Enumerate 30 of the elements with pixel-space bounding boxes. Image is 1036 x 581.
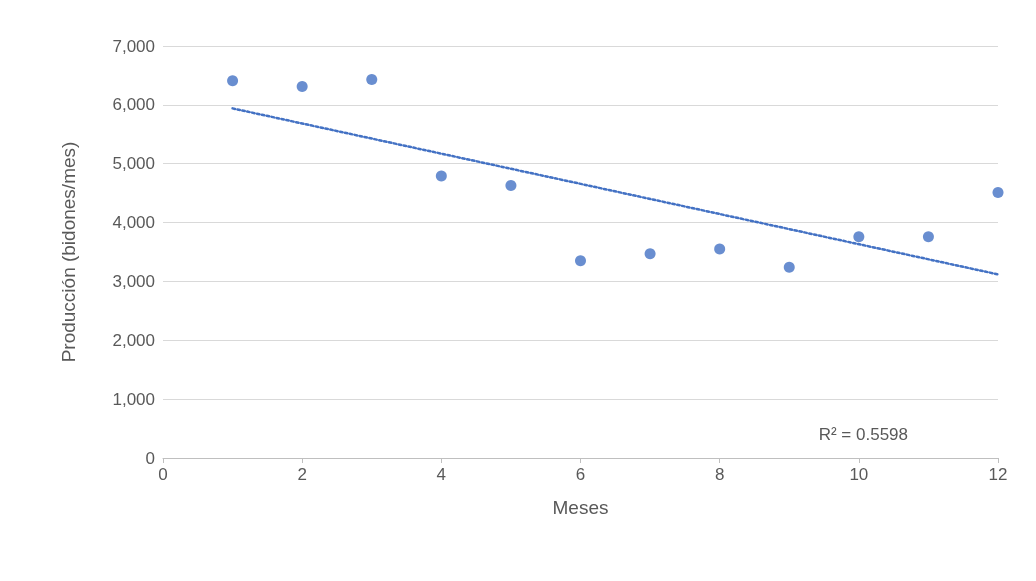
point <box>435 170 447 182</box>
y-tick-label: 1,000 <box>112 389 155 409</box>
point <box>575 255 586 267</box>
x-axis-title: Meses <box>552 497 609 518</box>
y-tick-label: 5,000 <box>112 154 155 174</box>
point <box>505 179 517 191</box>
point <box>227 75 239 87</box>
point <box>922 231 934 243</box>
annotation: R² = 0.5598 <box>818 425 908 444</box>
y-axis-title: Producción (bidones/mes) <box>58 141 79 363</box>
x-tick-label: 12 <box>988 465 1008 484</box>
x-tick-label: 6 <box>575 465 586 484</box>
point <box>853 231 865 243</box>
point <box>992 187 1004 199</box>
point <box>714 243 726 255</box>
point <box>296 81 308 93</box>
x-tick-label: 8 <box>714 465 725 484</box>
y-tick-label: 3,000 <box>112 271 155 291</box>
y-tick-label: 6,000 <box>112 95 155 115</box>
y-tick-label: 0 <box>145 448 155 468</box>
x-tick-label: 4 <box>436 465 447 484</box>
point <box>783 261 795 273</box>
y-tick-label: 2,000 <box>112 330 155 350</box>
x-tick-label: 2 <box>297 465 307 484</box>
y-tick-label: 7,000 <box>112 36 155 56</box>
point <box>644 248 656 260</box>
x-tick-label: 0 <box>158 465 168 484</box>
x-tick-label: 10 <box>849 465 869 484</box>
point <box>366 74 378 86</box>
y-tick-label: 4,000 <box>112 213 155 233</box>
